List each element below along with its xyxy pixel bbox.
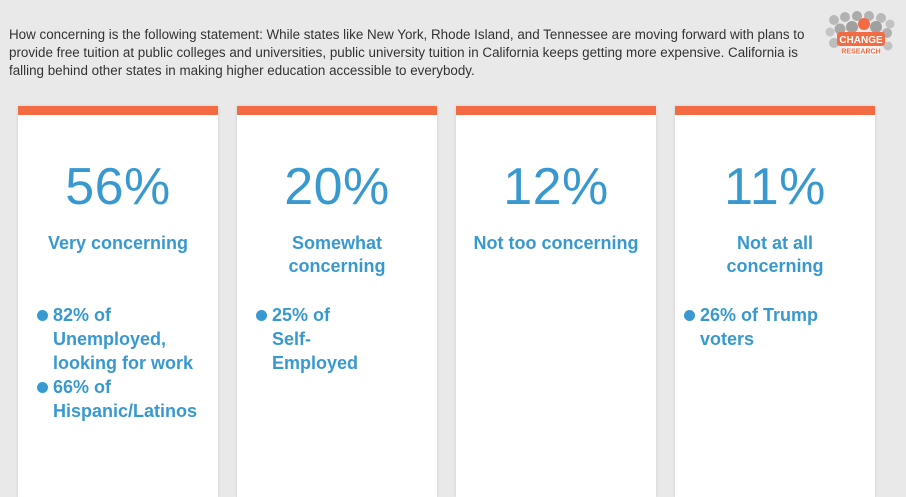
note-item: 25% of Self-Employed xyxy=(255,303,429,375)
card-percent: 11% xyxy=(724,158,826,216)
card-not-at-all-concerning: 11% Not at all concerning 26% of Trump v… xyxy=(675,106,875,497)
change-research-logo: CHANGE RESEARCH xyxy=(824,10,898,60)
response-cards: 56% Very concerning 82% of Unemployed, l… xyxy=(0,106,906,497)
note-item: 82% of Unemployed, looking for work xyxy=(36,303,210,375)
question-text: How concerning is the following statemen… xyxy=(9,27,805,78)
logo-line2: RESEARCH xyxy=(841,49,880,56)
card-somewhat-concerning: 20% Somewhat concerning 25% of Self-Empl… xyxy=(237,106,437,497)
card-notes: 25% of Self-Employed xyxy=(255,303,429,375)
card-label: Somewhat concerning xyxy=(288,233,386,276)
card-notes: 82% of Unemployed, looking for work 66% … xyxy=(36,303,210,423)
card-label: Not at all concerning xyxy=(726,233,824,276)
note-item: 26% of Trump voters xyxy=(683,303,867,351)
note-item: 66% of Hispanic/Latinos xyxy=(36,375,210,423)
note-text: 25% of Self-Employed xyxy=(272,305,359,373)
bullet-icon xyxy=(37,382,48,393)
logo-graphic: CHANGE RESEARCH xyxy=(825,11,895,56)
card-notes: 26% of Trump voters xyxy=(683,303,867,351)
card-percent: 56% xyxy=(65,158,171,216)
note-text: 66% of Hispanic/Latinos xyxy=(53,377,198,421)
card-very-concerning: 56% Very concerning 82% of Unemployed, l… xyxy=(18,106,218,497)
card-not-too-concerning: 12% Not too concerning xyxy=(456,106,656,497)
card-label: Not too concerning xyxy=(473,233,639,253)
note-text: 26% of Trump voters xyxy=(700,305,819,349)
card-percent: 12% xyxy=(503,158,609,216)
logo-line1: CHANGE xyxy=(839,35,883,46)
card-percent: 20% xyxy=(284,158,390,216)
bullet-icon xyxy=(256,310,267,321)
note-text: 82% of Unemployed, looking for work xyxy=(53,305,194,373)
bullet-icon xyxy=(37,310,48,321)
card-label: Very concerning xyxy=(47,233,189,253)
bullet-icon xyxy=(684,310,695,321)
